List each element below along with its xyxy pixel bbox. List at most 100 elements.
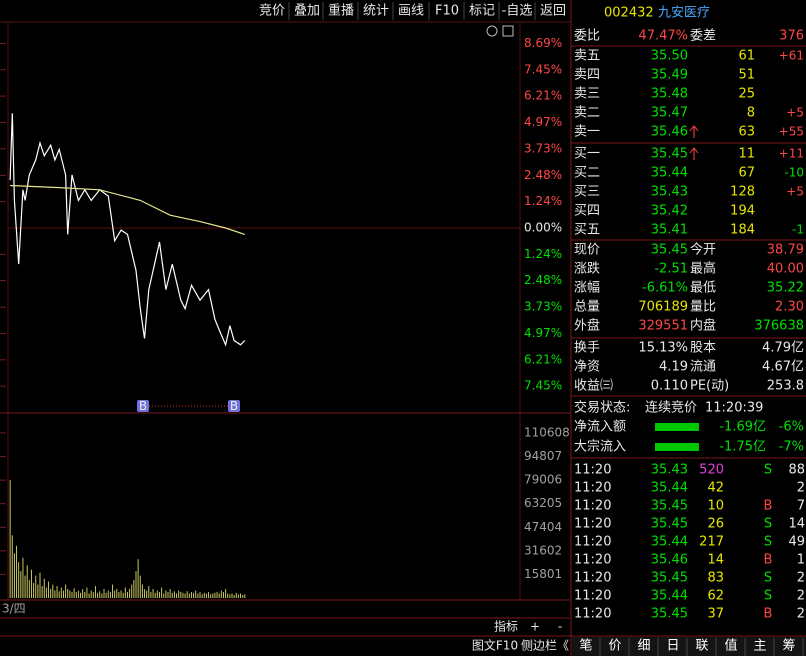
- y-tick-label: 4.97%: [524, 326, 562, 340]
- fund-label: 收益㈢: [574, 379, 613, 394]
- trade-time: 11:20: [574, 481, 611, 496]
- y-tick-label: 4.97%: [524, 115, 562, 129]
- flow-pct: -6%: [779, 420, 804, 435]
- toolbar-button[interactable]: F10: [435, 4, 459, 19]
- trade-price: 35.44: [651, 589, 688, 604]
- trade-price: 35.43: [651, 463, 688, 478]
- stat-label: 外盘: [574, 318, 600, 334]
- trade-volume: 520: [699, 463, 724, 478]
- side-link[interactable]: 图文F10: [472, 638, 518, 653]
- book-change: +55: [779, 125, 804, 139]
- trade-time: 11:20: [574, 553, 611, 568]
- book-price: 35.46: [651, 125, 688, 140]
- volume-tick-label: 47404: [524, 520, 562, 534]
- y-tick-label: 2.48%: [524, 273, 562, 287]
- toolbar-button[interactable]: 标记: [469, 4, 495, 19]
- book-price: 35.48: [651, 87, 688, 102]
- tab[interactable]: 值: [724, 638, 737, 654]
- y-tick-label: 6.21%: [524, 352, 562, 366]
- layout-icon[interactable]: [502, 25, 514, 37]
- toolbar-button[interactable]: 叠加: [294, 4, 320, 19]
- y-tick-label: 1.24%: [524, 247, 562, 261]
- trade-volume: 217: [699, 535, 724, 550]
- trade-marker-label: B: [230, 399, 238, 413]
- y-tick-label: 7.45%: [524, 379, 562, 393]
- stat-label: 今开: [690, 242, 716, 258]
- stat-label: 总量: [574, 300, 600, 315]
- trade-marker[interactable]: [137, 400, 149, 412]
- stat-value: -2.51: [654, 262, 688, 277]
- flow-bar: [655, 423, 699, 431]
- trade-time: 11:20: [574, 463, 611, 478]
- indicator-button[interactable]: 指标: [494, 619, 518, 634]
- stat-label: 涨幅: [574, 281, 600, 296]
- trade-volume: 37: [707, 607, 724, 622]
- book-change: +11: [779, 147, 804, 161]
- stat-label: 最高: [690, 261, 716, 277]
- toolbar-button[interactable]: 画线: [398, 4, 424, 19]
- trade-count: 2: [797, 481, 805, 496]
- trade-price: 35.44: [651, 481, 688, 496]
- toolbar-button[interactable]: 竞价: [259, 3, 285, 19]
- fund-value: 253.8: [767, 379, 804, 394]
- trade-price: 35.44: [651, 535, 688, 550]
- toolbar-button[interactable]: 重播: [328, 3, 354, 19]
- period-label: 3/四: [2, 602, 26, 616]
- trade-time: 11:20: [574, 535, 611, 550]
- trade-side: B: [764, 499, 773, 514]
- tab[interactable]: 主: [753, 639, 766, 654]
- fund-value: 15.13%: [638, 341, 688, 356]
- stat-label: 涨跌: [574, 261, 600, 277]
- trade-marker[interactable]: [228, 400, 240, 412]
- y-tick-label: 8.69%: [524, 36, 562, 50]
- trade-volume: 42: [707, 481, 724, 496]
- tab[interactable]: 日: [666, 639, 679, 654]
- stat-value: 329551: [638, 319, 688, 334]
- zoom-icon[interactable]: [486, 25, 498, 37]
- fund-value: 0.110: [651, 379, 688, 394]
- stat-label: 内盘: [690, 318, 716, 334]
- fund-label: 流通: [690, 360, 716, 375]
- trade-side: S: [764, 589, 772, 604]
- toolbar-button[interactable]: 返回: [540, 4, 566, 19]
- fund-value: 4.79亿: [762, 341, 804, 356]
- trade-count: 49: [788, 535, 805, 550]
- status-value: 连续竞价: [645, 400, 697, 416]
- tab[interactable]: 联: [695, 639, 708, 654]
- tab[interactable]: 细: [637, 639, 650, 654]
- trade-volume: 83: [707, 571, 724, 586]
- volume-tick-label: 94807: [524, 449, 562, 463]
- book-price: 35.44: [651, 166, 688, 181]
- stat-value: 706189: [638, 300, 688, 315]
- y-tick-label: 3.73%: [524, 300, 562, 314]
- trade-volume: 26: [707, 517, 724, 532]
- up-arrow: [689, 125, 699, 138]
- trade-time: 11:20: [574, 607, 611, 622]
- toolbar-button[interactable]: -自选: [502, 4, 533, 19]
- indicator-button[interactable]: -: [558, 620, 562, 634]
- indicator-button[interactable]: +: [530, 620, 540, 634]
- tab[interactable]: 价: [608, 639, 621, 654]
- fund-label: 换手: [574, 341, 600, 356]
- toolbar-button[interactable]: 统计: [363, 4, 389, 19]
- side-link[interactable]: 侧边栏《: [521, 638, 569, 653]
- trade-volume: 62: [707, 589, 724, 604]
- book-volume: 184: [730, 223, 755, 238]
- tab[interactable]: 笔: [579, 638, 592, 654]
- book-label: 卖三: [574, 87, 600, 102]
- stat-value: -6.61%: [642, 281, 688, 296]
- volume-tick-label: 110608: [524, 425, 570, 439]
- trade-count: 2: [797, 589, 805, 604]
- stat-value: 35.45: [651, 243, 688, 258]
- y-tick-label: 6.21%: [524, 89, 562, 103]
- fund-label: PE(动): [690, 379, 729, 394]
- tab[interactable]: 筹: [782, 638, 795, 654]
- trade-side: S: [764, 571, 772, 586]
- trade-count: 2: [797, 607, 805, 622]
- book-label: 买一: [574, 147, 600, 162]
- trade-side: S: [764, 535, 772, 550]
- book-volume: 25: [738, 87, 755, 102]
- book-change: +5: [786, 185, 804, 199]
- trade-marker-label: B: [139, 399, 147, 413]
- book-label: 买二: [574, 166, 600, 181]
